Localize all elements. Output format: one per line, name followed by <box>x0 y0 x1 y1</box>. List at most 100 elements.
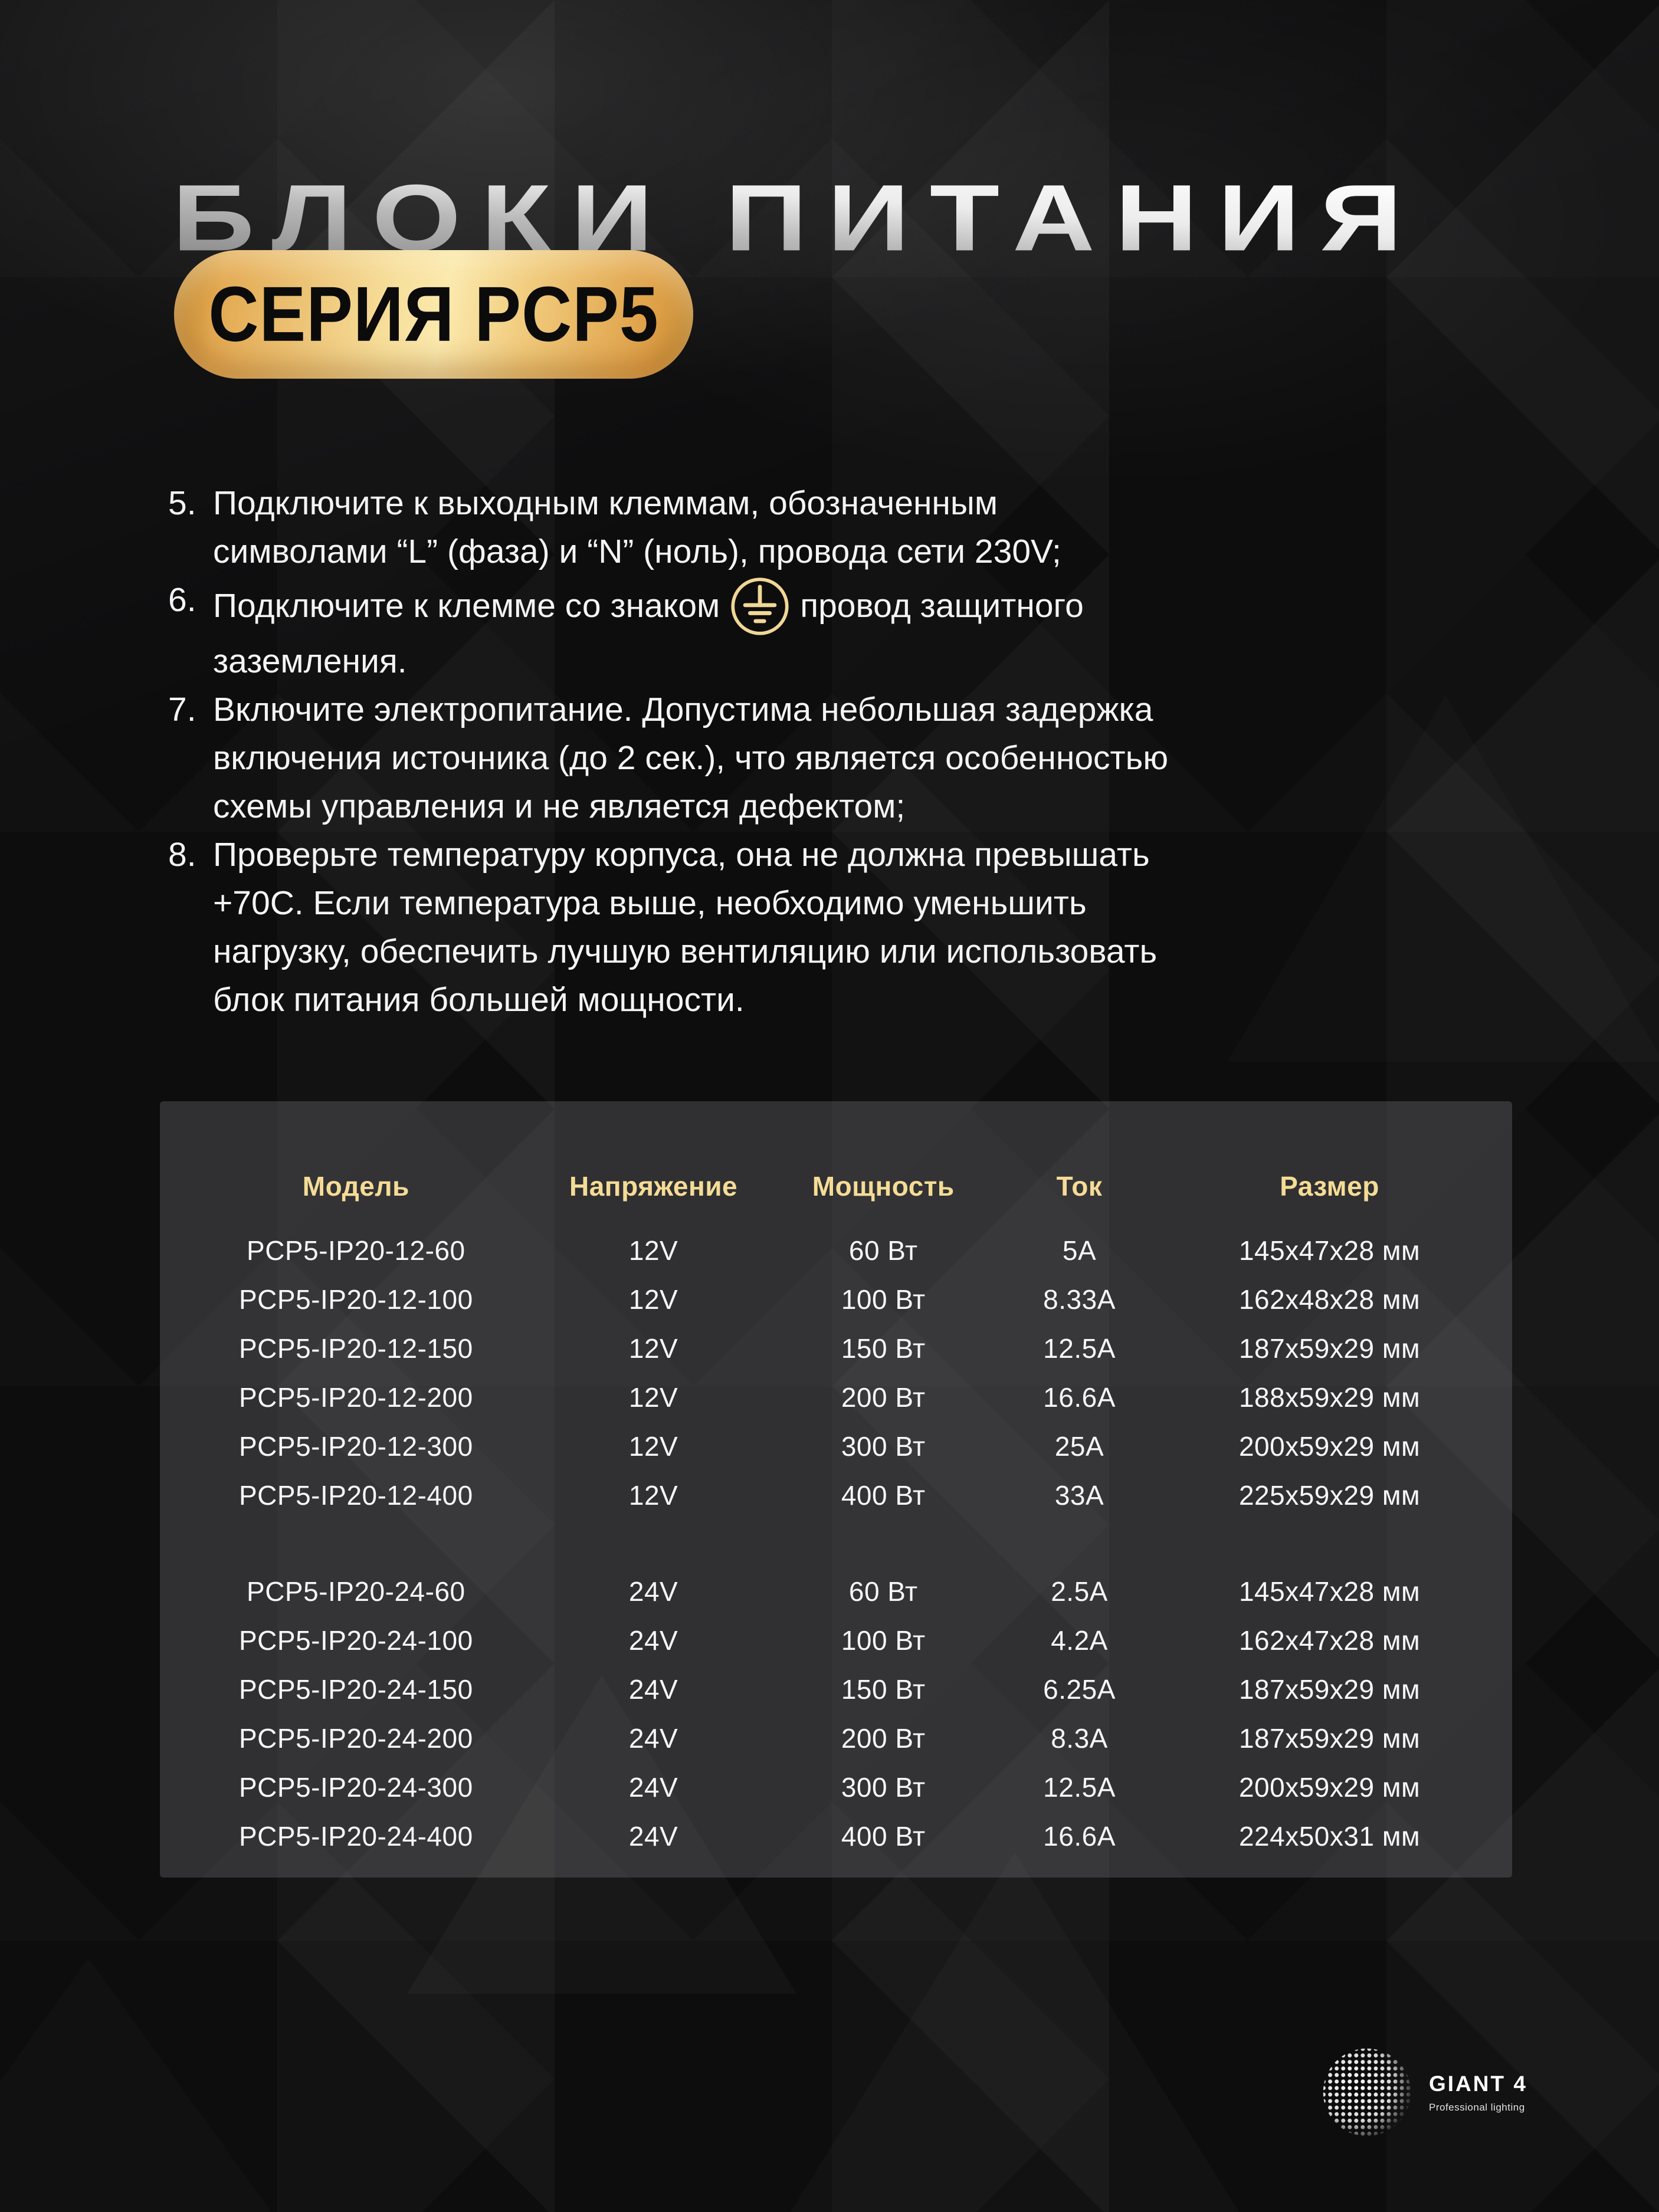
instruction-text-before: Подключите к клемме со знаком <box>213 587 720 625</box>
instruction-item-5: 5. Подключите к выходным клеммам, обозна… <box>168 479 1537 576</box>
cell-model: PCP5-IP20-12-300 <box>239 1430 473 1462</box>
cell-size: 145x47x28 мм <box>1238 1235 1421 1266</box>
instruction-text-after: провод защитного заземления. <box>213 587 1084 680</box>
cell-model: PCP5-IP20-24-60 <box>247 1576 465 1607</box>
table-header-row: Модель Напряжение Мощность Ток Размер <box>160 1161 1512 1210</box>
cell-current: 12.5A <box>1043 1333 1116 1364</box>
header-power: Мощность <box>812 1170 955 1202</box>
cell-size: 187x59x29 мм <box>1238 1722 1421 1754</box>
cell-size: 187x59x29 мм <box>1238 1333 1421 1364</box>
cell-power: 400 Вт <box>841 1479 926 1511</box>
brand-name: GIANT 4 <box>1429 2071 1527 2096</box>
cell-size: 224x50x31 мм <box>1238 1820 1421 1852</box>
cell-voltage: 24V <box>628 1771 678 1803</box>
cell-power: 400 Вт <box>841 1820 926 1852</box>
table-row: PCP5-IP20-24-150 24V 150 Вт 6.25A 187x59… <box>160 1665 1512 1714</box>
cell-power: 200 Вт <box>841 1722 926 1754</box>
cell-size: 145x47x28 мм <box>1238 1576 1421 1607</box>
cell-current: 33A <box>1054 1479 1104 1511</box>
table-group: PCP5-IP20-24-60 24V 60 Вт 2.5A 145x47x28… <box>160 1567 1512 1860</box>
instruction-item-6: 6. Подключите к клемме со знаком провод з… <box>168 576 1537 685</box>
cell-current: 16.6A <box>1043 1381 1116 1413</box>
cell-model: PCP5-IP20-12-400 <box>239 1479 473 1511</box>
instruction-item-8: 8. Проверьте температуру корпуса, она не… <box>168 831 1537 1024</box>
cell-power: 100 Вт <box>841 1284 926 1315</box>
cell-model: PCP5-IP20-24-150 <box>239 1673 473 1705</box>
brand-logo-text: GIANT 4 Professional lighting <box>1429 2072 1527 2113</box>
table-row: PCP5-IP20-12-150 12V 150 Вт 12.5A 187x59… <box>160 1324 1512 1373</box>
cell-power: 60 Вт <box>848 1235 918 1266</box>
cell-model: PCP5-IP20-24-300 <box>239 1771 473 1803</box>
cell-voltage: 24V <box>628 1820 678 1852</box>
cell-model: PCP5-IP20-12-100 <box>239 1284 473 1315</box>
cell-voltage: 24V <box>628 1576 678 1607</box>
cell-power: 100 Вт <box>841 1624 926 1656</box>
cell-current: 12.5A <box>1043 1771 1116 1803</box>
cell-voltage: 24V <box>628 1624 678 1656</box>
table-row: PCP5-IP20-12-100 12V 100 Вт 8.33A 162x48… <box>160 1275 1512 1324</box>
table-row: PCP5-IP20-24-200 24V 200 Вт 8.3A 187x59x… <box>160 1714 1512 1763</box>
instruction-number: 5. <box>168 484 196 522</box>
header-model: Модель <box>302 1170 409 1202</box>
table-row: PCP5-IP20-12-400 12V 400 Вт 33A 225x59x2… <box>160 1471 1512 1519</box>
instruction-text: Подключите к выходным клеммам, обозначен… <box>213 484 1061 570</box>
instruction-text: Подключите к клемме со знаком провод защи… <box>213 576 1537 685</box>
cell-size: 162x47x28 мм <box>1238 1624 1421 1656</box>
instruction-text: Проверьте температуру корпуса, она не до… <box>213 836 1158 1019</box>
table-row: PCP5-IP20-24-100 24V 100 Вт 4.2A 162x47x… <box>160 1616 1512 1665</box>
header-size: Размер <box>1280 1170 1379 1202</box>
cell-power: 300 Вт <box>841 1771 926 1803</box>
halftone-sphere-icon <box>1323 2048 1411 2136</box>
cell-model: PCP5-IP20-24-100 <box>239 1624 473 1656</box>
instruction-number: 6. <box>168 581 196 619</box>
cell-voltage: 12V <box>628 1235 678 1266</box>
cell-current: 8.3A <box>1051 1722 1108 1754</box>
table-row: PCP5-IP20-24-400 24V 400 Вт 16.6A 224x50… <box>160 1811 1512 1860</box>
cell-current: 25A <box>1054 1430 1104 1462</box>
cell-model: PCP5-IP20-12-150 <box>239 1333 473 1364</box>
cell-size: 187x59x29 мм <box>1238 1673 1421 1705</box>
instruction-number: 7. <box>168 691 196 728</box>
table-row: PCP5-IP20-12-60 12V 60 Вт 5A 145x47x28 м… <box>160 1226 1512 1275</box>
cell-current: 16.6A <box>1043 1820 1116 1852</box>
instruction-number: 8. <box>168 836 196 874</box>
table-body: PCP5-IP20-12-60 12V 60 Вт 5A 145x47x28 м… <box>160 1226 1512 1860</box>
header-voltage: Напряжение <box>569 1170 738 1202</box>
cell-current: 6.25A <box>1043 1673 1116 1705</box>
cell-power: 150 Вт <box>841 1673 926 1705</box>
cell-model: PCP5-IP20-12-200 <box>239 1381 473 1413</box>
page-title: БЛОКИ ПИТАНИЯ <box>172 165 1422 271</box>
cell-model: PCP5-IP20-12-60 <box>247 1235 465 1266</box>
cell-voltage: 12V <box>628 1333 678 1364</box>
brand-tagline: Professional lighting <box>1429 2101 1525 2113</box>
cell-voltage: 12V <box>628 1381 678 1413</box>
cell-power: 150 Вт <box>841 1333 926 1364</box>
table-row: PCP5-IP20-24-300 24V 300 Вт 12.5A 200x59… <box>160 1763 1512 1811</box>
cell-current: 8.33A <box>1043 1284 1116 1315</box>
table-group: PCP5-IP20-12-60 12V 60 Вт 5A 145x47x28 м… <box>160 1226 1512 1519</box>
instruction-item-7: 7. Включите электропитание. Допустима не… <box>168 685 1537 831</box>
ground-earth-icon <box>731 577 789 635</box>
cell-size: 225x59x29 мм <box>1238 1479 1421 1511</box>
table-row: PCP5-IP20-24-60 24V 60 Вт 2.5A 145x47x28… <box>160 1567 1512 1616</box>
cell-voltage: 12V <box>628 1284 678 1315</box>
table-row: PCP5-IP20-12-300 12V 300 Вт 25A 200x59x2… <box>160 1422 1512 1471</box>
cell-power: 60 Вт <box>848 1576 918 1607</box>
instruction-text: Включите электропитание. Допустима небол… <box>213 691 1169 825</box>
header-current: Ток <box>1056 1170 1103 1202</box>
cell-voltage: 12V <box>628 1479 678 1511</box>
instructions-list: 5. Подключите к выходным клеммам, обозна… <box>168 479 1537 1024</box>
cell-current: 5A <box>1062 1235 1097 1266</box>
cell-size: 188x59x29 мм <box>1238 1381 1421 1413</box>
series-badge-label: СЕРИЯ PCP5 <box>208 271 659 358</box>
cell-current: 4.2A <box>1051 1624 1108 1656</box>
cell-model: PCP5-IP20-24-400 <box>239 1820 473 1852</box>
cell-size: 162x48x28 мм <box>1238 1284 1421 1315</box>
series-badge: СЕРИЯ PCP5 <box>174 250 693 379</box>
cell-size: 200x59x29 мм <box>1238 1771 1421 1803</box>
cell-current: 2.5A <box>1051 1576 1108 1607</box>
cell-size: 200x59x29 мм <box>1238 1430 1421 1462</box>
table-row: PCP5-IP20-12-200 12V 200 Вт 16.6A 188x59… <box>160 1373 1512 1422</box>
cell-voltage: 24V <box>628 1722 678 1754</box>
cell-power: 300 Вт <box>841 1430 926 1462</box>
